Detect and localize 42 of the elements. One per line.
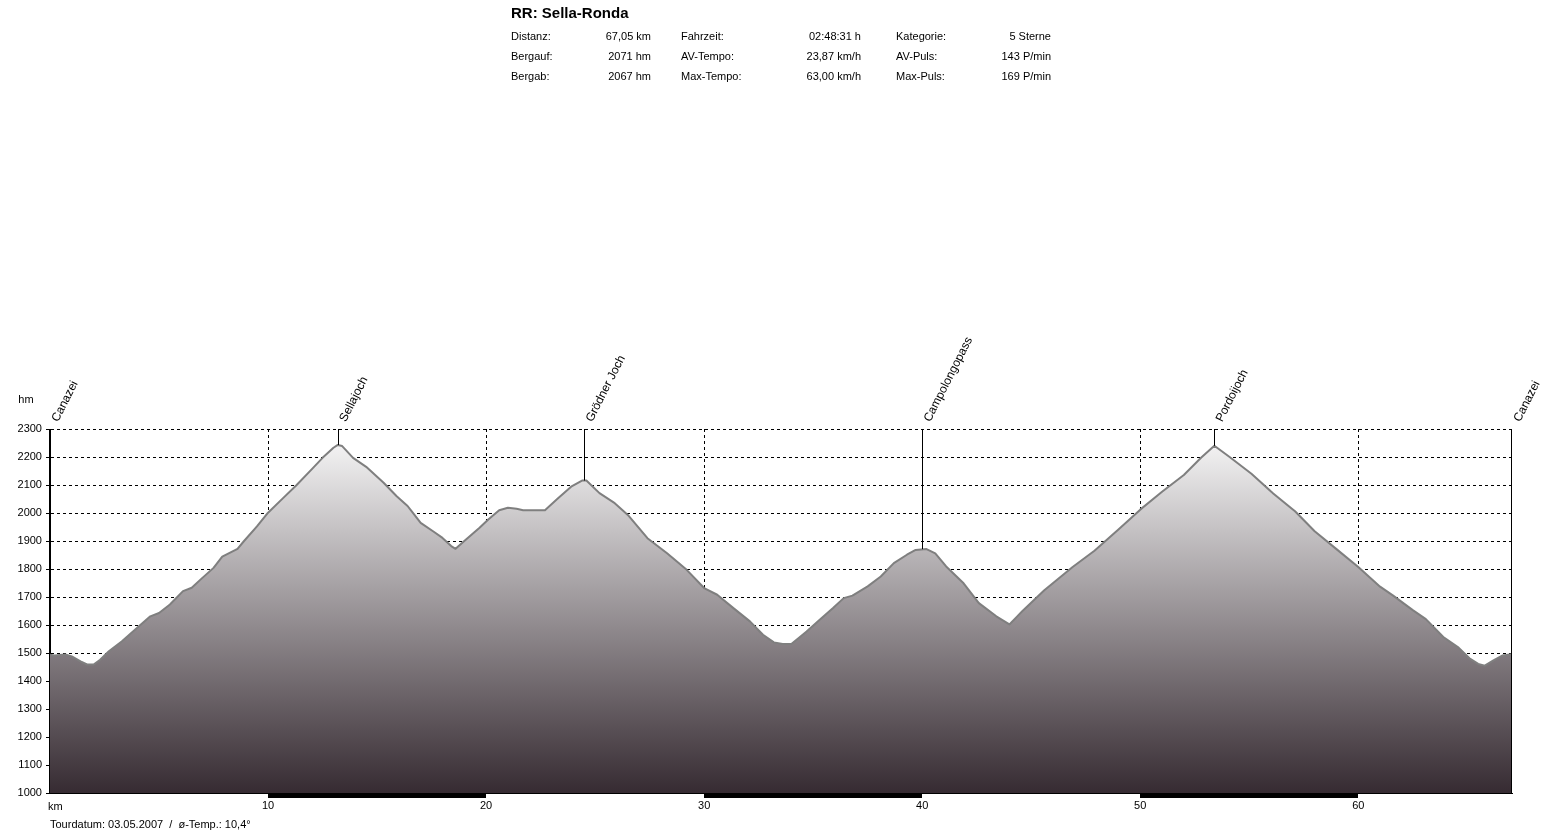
text: Tourdatum: 03.05.2007 / ø-Temp.: 10,4°: [50, 818, 251, 832]
text: 23,87 km/h: [806, 50, 861, 64]
text: 143 P/min: [1001, 50, 1051, 64]
y-tick-label: 1900: [17, 534, 42, 547]
text: Bergab:: [511, 70, 550, 84]
text: Fahrzeit:: [681, 30, 724, 44]
x-tick-label: 50: [1134, 798, 1147, 811]
text: Max-Puls:: [896, 70, 945, 84]
text: 67,05 km: [605, 30, 651, 44]
text: 2071 hm: [608, 50, 651, 64]
text: AV-Tempo:: [681, 50, 734, 64]
x-tick-label: 10: [261, 798, 275, 811]
y-tick-label: 2200: [17, 450, 42, 463]
y-tick-label: 1000: [17, 786, 42, 799]
y-tick-label: 1500: [17, 646, 42, 659]
y-tick-label: 1100: [18, 758, 42, 771]
x-tick-label: 20: [479, 798, 493, 811]
text: 63,00 km/h: [806, 70, 861, 84]
y-tick-label: 2100: [17, 478, 42, 491]
text: Bergauf:: [511, 50, 553, 64]
y-tick-label: 1400: [17, 674, 42, 687]
y-tick-label: 2300: [17, 422, 42, 435]
text: 2067 hm: [608, 70, 651, 84]
y-tick-label: 2000: [17, 506, 42, 519]
text: Kategorie:: [896, 30, 947, 44]
text: AV-Puls:: [896, 50, 938, 64]
chart-title: RR: Sella-Ronda: [511, 4, 629, 22]
text: 5 Sterne: [1009, 30, 1051, 44]
y-tick-label: 1200: [17, 730, 42, 743]
text: 169 P/min: [1001, 70, 1051, 84]
x-tick-label: 30: [698, 798, 711, 811]
y-tick-label: 1600: [17, 618, 42, 631]
text: Max-Tempo:: [681, 70, 742, 84]
text: 02:48:31 h: [809, 30, 861, 44]
x-tick-label: 60: [1352, 798, 1365, 811]
x-tick-label: 40: [916, 798, 929, 811]
y-axis-title: hm: [18, 393, 34, 406]
x-axis-title: km: [48, 799, 63, 812]
y-tick-label: 1300: [17, 702, 42, 715]
text: Distanz:: [511, 30, 551, 44]
y-tick-label: 1700: [17, 590, 42, 603]
y-tick-label: 1800: [17, 562, 42, 575]
